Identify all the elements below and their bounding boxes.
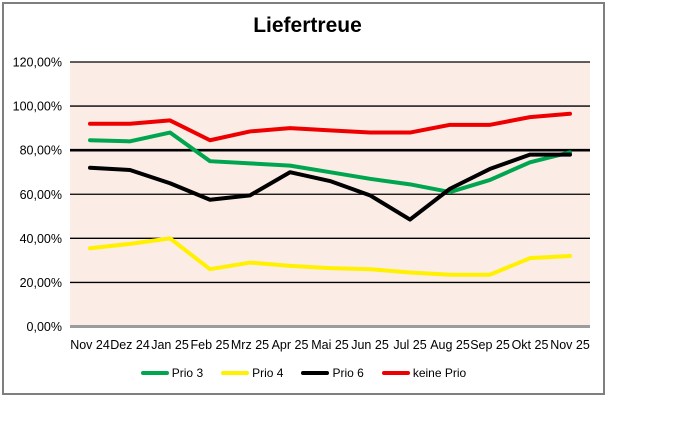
y-axis-tick-label: 0,00% [27,320,62,334]
x-axis-tick-label: Feb 25 [191,338,230,352]
x-axis-tick-label: Jul 25 [393,338,426,352]
legend-label-prio-3: Prio 3 [171,366,204,380]
x-axis-tick-label: Mrz 25 [231,338,269,352]
legend-label-prio-4: Prio 4 [252,366,284,380]
legend-item-prio-6: Prio 6 [301,366,364,380]
y-axis-tick-label: 120,00% [13,56,62,70]
x-axis-tick-label: Nov 24 [70,338,110,352]
x-axis-tick-label: Jun 25 [351,338,389,352]
x-axis-tick-label: Nov 25 [550,338,590,352]
series-line-prio-4 [88,236,572,277]
x-axis-tick-label: Aug 25 [430,338,470,352]
series-line-prio-6 [88,152,572,222]
y-axis-tick-label: 100,00% [13,100,62,114]
chart-title: Liefertreue [253,14,362,37]
legend-label-prio-6: Prio 6 [332,366,364,380]
y-axis-tick-label: 60,00% [20,188,62,202]
legend-marker-prio-3 [140,371,169,375]
legend-item-prio-3: Prio 3 [140,366,204,380]
legend-marker-keine-prio [381,371,410,375]
legend-label-keine-prio: keine Prio [412,366,467,380]
legend-marker-prio-4 [221,371,250,375]
series-line-prio-3 [88,130,572,195]
chart-legend: Prio 3 Prio 4 Prio 6 keine Prio [2,366,605,380]
y-axis-tick-label: 20,00% [20,276,62,290]
legend-marker-prio-6 [301,371,330,375]
x-axis-tick-label: Dez 24 [110,338,150,352]
series-line-keine-prio [88,111,572,143]
y-axis-tick-label: 80,00% [20,144,62,158]
x-axis-tick-label: Mai 25 [311,338,349,352]
x-axis-tick-label: Sep 25 [470,338,510,352]
x-axis-tick-label: Jan 25 [151,338,189,352]
legend-item-keine-prio: keine Prio [381,366,467,380]
x-axis-tick-label: Okt 25 [512,338,549,352]
x-axis-tick-label: Apr 25 [272,338,309,352]
legend-item-prio-4: Prio 4 [221,366,283,380]
y-axis-tick-label: 40,00% [20,232,62,246]
